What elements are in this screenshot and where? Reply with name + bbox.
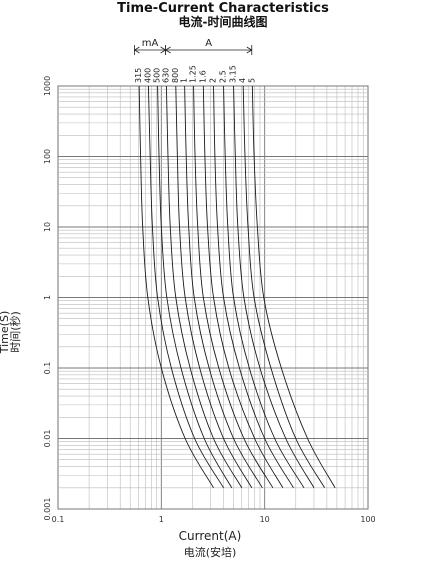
- group-arrow-left: [133, 46, 140, 54]
- group-arrow-right: [246, 46, 253, 54]
- fuse-curves: [138, 85, 336, 489]
- rating-label-1: 1: [180, 78, 189, 83]
- log-grid: [57, 85, 369, 510]
- group-arrow-left: [164, 46, 171, 54]
- x-tick-label: 0.1: [52, 515, 65, 524]
- fuse-curve-800: [175, 85, 253, 489]
- rating-label-400: 400: [143, 68, 152, 83]
- rating-label-315: 315: [134, 68, 143, 83]
- fuse-curve-3.15: [233, 85, 315, 489]
- fuse-curve-2.5: [223, 85, 305, 489]
- fuse-curve-1: [184, 85, 263, 489]
- y-axis-label: Time(S): [0, 311, 11, 355]
- y-tick-label: 0.01: [43, 430, 52, 448]
- rating-label-500: 500: [153, 68, 162, 83]
- fuse-curve-2: [213, 85, 294, 489]
- rating-label-800: 800: [171, 68, 180, 83]
- fuse-curve-630: [165, 85, 243, 489]
- y-axis-label-cn: 时间(秒): [8, 311, 22, 353]
- rating-label-630: 630: [161, 68, 170, 83]
- y-tick-label: 100: [43, 149, 52, 164]
- chart-subtitle: 电流-时间曲线图: [179, 14, 268, 29]
- y-tick-label: 1: [43, 295, 52, 300]
- x-tick-label: 1: [159, 515, 164, 524]
- x-axis-label-cn: 电流(安培): [184, 545, 237, 559]
- group-label-mA: mA: [142, 38, 159, 49]
- y-tick-label: 1000: [43, 76, 52, 96]
- y-axis-ticks: 0.001 0.01 0.1 1 10 100 1000: [43, 76, 52, 521]
- rating-label-2: 2: [209, 78, 218, 83]
- group-label-A: A: [205, 38, 212, 49]
- x-tick-label: 100: [360, 515, 375, 524]
- rating-label-1.25: 1.25: [189, 65, 198, 83]
- rating-label-4: 4: [238, 78, 247, 83]
- fuse-curve-500: [157, 85, 233, 488]
- rating-label-1.6: 1.6: [198, 70, 207, 83]
- rating-label-5: 5: [247, 78, 256, 83]
- fuse-rating-labels: 315 400 500 630 800 1 1.25 1.6 2 2.5 3.15 4 5: [134, 65, 256, 83]
- rating-label-2.5: 2.5: [219, 70, 228, 83]
- y-tick-label: 0.1: [43, 362, 52, 375]
- x-tick-label: 10: [260, 515, 270, 524]
- y-tick-label: 0.001: [43, 498, 52, 521]
- x-axis-ticks: 0.1 1 10 100: [52, 515, 376, 524]
- fuse-curve-315: [138, 85, 214, 489]
- y-tick-label: 10: [43, 222, 52, 232]
- x-axis-label: Current(A): [179, 529, 242, 543]
- fuse-curve-5: [251, 85, 336, 488]
- chart-title: Time-Current Characteristics: [117, 1, 329, 16]
- rating-label-3.15: 3.15: [229, 65, 238, 83]
- fuse-curve-400: [147, 85, 224, 489]
- rating-group-labels: mA A: [133, 38, 253, 55]
- fuse-curve-4: [242, 85, 325, 489]
- fuse-curve-1.6: [202, 85, 284, 489]
- fuse-curve-1.25: [193, 85, 274, 489]
